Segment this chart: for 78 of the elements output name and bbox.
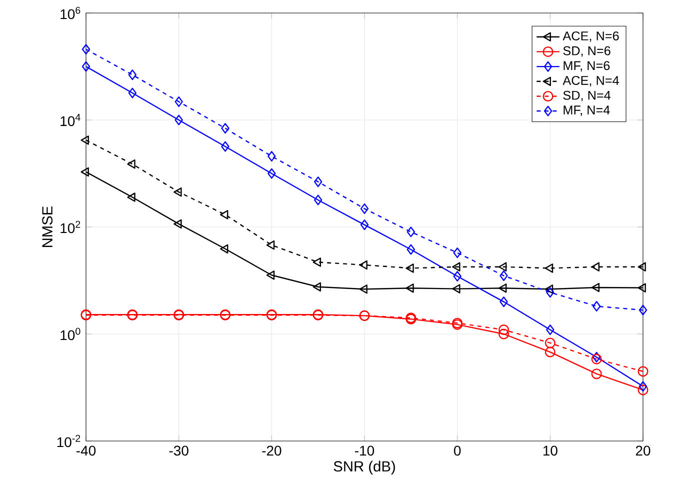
x-tick-label: -10 <box>355 446 374 456</box>
point <box>406 244 416 255</box>
point <box>359 284 368 294</box>
point <box>127 192 136 202</box>
point <box>498 283 507 293</box>
legend-label: ACE, N=6 <box>562 31 619 42</box>
point <box>638 262 646 272</box>
point <box>128 88 137 98</box>
point <box>453 271 462 282</box>
point <box>638 283 646 292</box>
legend-label: MF, N=6 <box>564 61 610 72</box>
point <box>360 220 369 230</box>
point <box>592 301 601 312</box>
point <box>314 176 322 188</box>
point <box>221 141 230 152</box>
point <box>638 384 648 396</box>
point <box>452 262 460 272</box>
point <box>360 203 369 214</box>
point <box>268 168 276 179</box>
point <box>174 187 182 197</box>
point <box>498 262 507 272</box>
point <box>359 260 368 270</box>
x-axis-title: SNR (dB) <box>334 460 395 474</box>
point <box>544 346 556 358</box>
y-tick-label: 10$^{2}$ <box>60 220 80 234</box>
point <box>174 219 182 229</box>
point <box>80 136 89 145</box>
point <box>498 324 510 336</box>
y-tick-label: 10$^{4}$ <box>60 114 80 126</box>
legend-label: MF, N=4 <box>564 106 610 116</box>
point <box>82 61 90 72</box>
point <box>591 282 600 292</box>
point <box>266 270 275 280</box>
point <box>266 240 275 250</box>
point <box>127 159 136 169</box>
point <box>220 210 228 220</box>
point <box>220 244 228 254</box>
point <box>174 96 183 107</box>
point <box>544 264 554 273</box>
point <box>406 264 414 273</box>
x-tick-label: -20 <box>262 446 282 456</box>
point <box>268 150 276 162</box>
point <box>406 283 414 293</box>
point <box>638 381 648 392</box>
point <box>546 324 554 336</box>
point <box>500 296 508 308</box>
legend-label: SD, N=4 <box>563 90 611 102</box>
point <box>80 167 89 177</box>
point <box>314 194 322 206</box>
y-tick-label: 10$^{-2}$ <box>57 434 80 448</box>
point <box>128 70 137 80</box>
point <box>544 284 554 294</box>
point <box>312 258 322 267</box>
point <box>452 284 460 294</box>
point <box>500 270 508 281</box>
point <box>638 366 648 377</box>
x-tick-label: 0 <box>454 446 461 456</box>
point <box>453 247 462 258</box>
y-tick-label: 10$^{0}$ <box>60 328 80 340</box>
y-axis-title: NMSE <box>42 206 53 247</box>
point <box>406 226 416 238</box>
point <box>546 287 554 298</box>
point <box>221 123 230 134</box>
x-tick-label: 20 <box>636 446 650 456</box>
x-tick-label: -30 <box>169 446 188 456</box>
point <box>591 368 602 380</box>
point <box>638 304 648 316</box>
y-tick-label: 10$^{6}$ <box>60 6 80 20</box>
point <box>82 44 90 55</box>
point <box>498 328 510 340</box>
legend-label: SD, N=6 <box>563 46 610 57</box>
x-tick-label: -40 <box>76 446 96 456</box>
point <box>544 338 556 348</box>
point <box>591 262 600 272</box>
x-tick-label: 10 <box>543 446 558 456</box>
point <box>174 114 183 126</box>
point <box>312 282 322 292</box>
legend-label: ACE, N=4 <box>562 76 619 86</box>
